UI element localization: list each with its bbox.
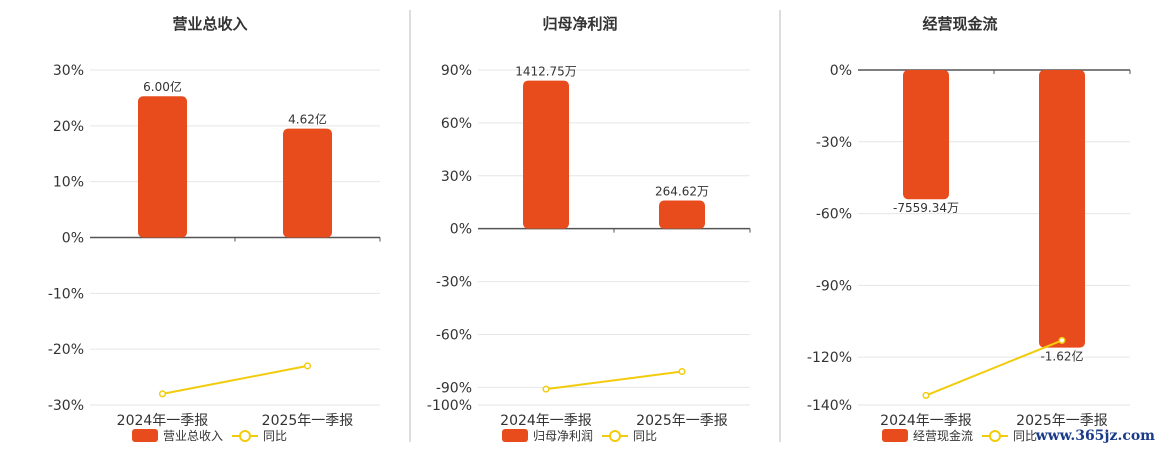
y-tick-label: 10% [53,175,84,191]
legend-bar-swatch [132,429,158,442]
y-tick-label: -30% [816,135,852,151]
legend-bar-label: 经营现金流 [913,428,973,443]
bar-data-label: 1412.75万 [515,65,577,79]
y-tick-label: -90% [436,380,472,396]
bar [283,128,332,238]
bar-data-label: -7559.34万 [893,201,959,215]
bar-data-label: -1.62亿 [1040,349,1083,364]
yoy-line [545,370,683,391]
bar-data-label: 4.62亿 [288,112,327,127]
bar-data-label: 6.00亿 [143,79,182,94]
y-tick-label: 0% [830,63,852,79]
yoy-line [925,339,1063,397]
bar [1039,70,1085,348]
y-tick-label: -10% [48,286,84,302]
yoy-point [922,391,930,399]
y-tick-label: 0% [450,222,472,238]
x-category-label: 2024年一季报 [500,413,592,429]
y-tick-label: -90% [816,278,852,294]
yoy-point [303,362,312,370]
x-category-label: 2025年一季报 [1016,413,1108,429]
bar [659,200,705,229]
y-tick-label: -60% [816,207,852,223]
y-tick-label: -120% [807,350,852,366]
yoy-point [678,367,686,376]
legend-bar-swatch [882,429,908,442]
legend-line-label: 同比 [1013,429,1037,443]
chart-title: 归母净利润 [542,15,617,33]
yoy-point [1058,336,1066,344]
y-tick-label: 30% [53,63,84,79]
chart-title: 营业总收入 [172,15,247,33]
y-tick-label: -30% [48,398,84,414]
bar [138,96,187,238]
watermark-text: www.365jz.com [1035,428,1156,444]
legend-bar-label: 营业总收入 [163,429,223,443]
y-tick-label: -30% [436,275,472,291]
x-category-label: 2024年一季报 [117,413,209,429]
legend-line-marker [239,430,251,442]
y-tick-label: 60% [441,116,472,132]
y-tick-label: 90% [441,63,472,79]
y-tick-label: -140% [807,398,852,414]
bar [903,70,949,200]
legend-bar-label: 归母净利润 [533,429,593,443]
legend-line-label: 同比 [263,429,287,443]
y-tick-label: 30% [441,169,472,185]
bar [523,80,569,229]
x-category-label: 2025年一季报 [636,413,728,429]
chart-title: 经营现金流 [922,15,997,33]
y-tick-label: 20% [53,119,84,135]
y-tick-label: 0% [62,231,84,247]
y-tick-label: -20% [48,342,84,358]
legend-line-marker [609,430,621,442]
yoy-point [158,390,167,398]
legend-line-label: 同比 [633,429,657,443]
legend-line-marker [989,430,1001,442]
y-tick-label: -100% [427,398,472,414]
bar-data-label: 264.62万 [655,184,709,198]
yoy-point [542,385,550,393]
yoy-line [162,364,308,395]
x-category-label: 2024年一季报 [880,413,972,429]
x-category-label: 2025年一季报 [262,413,354,429]
legend-bar-swatch [502,429,528,442]
y-tick-label: -60% [436,327,472,343]
